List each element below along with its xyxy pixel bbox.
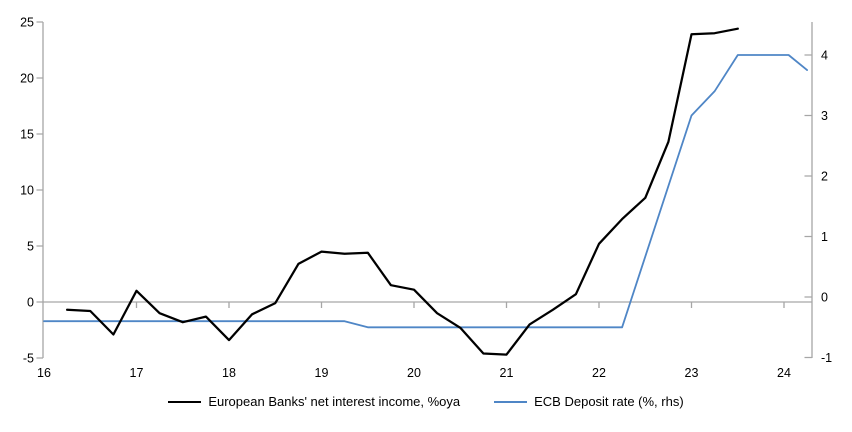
left-axis-tick-label: 25 <box>20 16 34 30</box>
left-axis <box>36 21 44 359</box>
legend-item-ecb-deposit-rate: ECB Deposit rate (%, rhs) <box>494 394 684 409</box>
blue-line-swatch <box>494 400 528 403</box>
right-axis-tick-label: 4 <box>821 49 828 63</box>
legend-item-net-interest-income: European Banks' net interest income, %oy… <box>168 394 460 409</box>
series-line-ecb-deposit-rate <box>43 54 808 329</box>
left-axis-tick-label: 5 <box>27 240 34 254</box>
x-axis-tick-label: 22 <box>592 366 606 380</box>
left-axis-tick-label: 10 <box>20 184 34 198</box>
left-axis-tick-label: -5 <box>23 352 34 366</box>
left-axis-tick-label: 0 <box>27 296 34 310</box>
x-axis-tick-label: 17 <box>130 366 144 380</box>
right-axis-tick-label: 2 <box>821 170 828 184</box>
right-axis-tick-label: 0 <box>821 291 828 305</box>
left-axis-tick-label: 20 <box>20 72 34 86</box>
x-axis-tick-label: 24 <box>777 366 791 380</box>
x-axis-tick-label: 18 <box>222 366 236 380</box>
x-axis-tick-label: 19 <box>315 366 329 380</box>
x-axis-tick-label: 23 <box>685 366 699 380</box>
right-axis-tick-label: 3 <box>821 109 828 123</box>
x-axis-tick-label: 21 <box>500 366 514 380</box>
legend-label-net-interest-income: European Banks' net interest income, %oy… <box>208 394 461 409</box>
legend: European Banks' net interest income, %oy… <box>0 394 852 409</box>
series-line-net-interest-income <box>65 27 739 356</box>
right-axis-tick-label: -1 <box>821 351 832 365</box>
right-axis-tick-label: 1 <box>821 230 828 244</box>
legend-label-ecb-deposit-rate: ECB Deposit rate (%, rhs) <box>534 394 684 409</box>
x-axis-tick-label: 16 <box>37 366 51 380</box>
right-axis <box>804 22 813 359</box>
left-axis-tick-label: 15 <box>20 128 34 142</box>
x-axis-tick-label: 20 <box>407 366 421 380</box>
black-line-swatch <box>168 400 202 403</box>
